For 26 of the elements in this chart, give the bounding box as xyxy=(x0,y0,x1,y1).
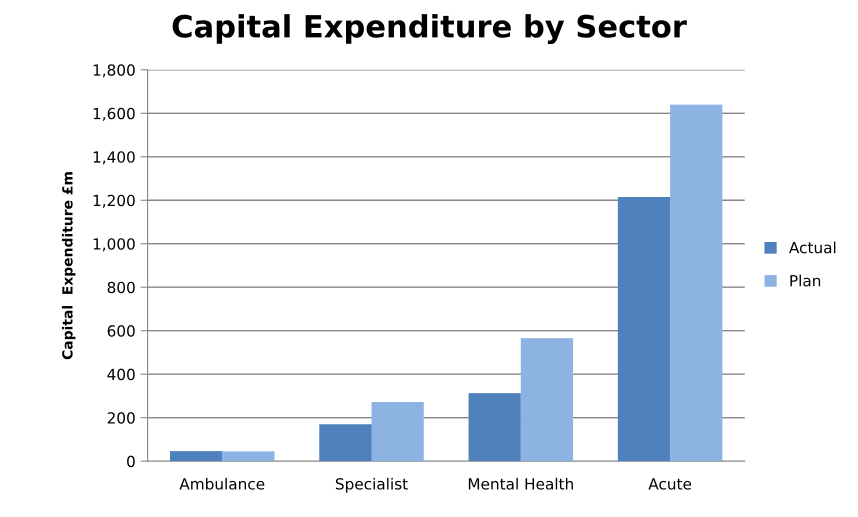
y-tick-label: 800 xyxy=(108,282,135,294)
x-tick-label: Specialist xyxy=(336,478,408,493)
legend-label: Plan xyxy=(790,274,820,286)
bar xyxy=(170,451,222,462)
y-tick-label: 1,400 xyxy=(94,151,135,164)
bar xyxy=(372,402,424,462)
chart-title: Capital Expenditure by Sector xyxy=(172,14,687,44)
bar xyxy=(520,338,574,462)
y-tick-label: 1,000 xyxy=(94,238,135,252)
x-tick-label: Ambulance xyxy=(179,478,264,490)
bar xyxy=(319,424,372,462)
bar xyxy=(618,196,670,462)
y-tick-label: 200 xyxy=(108,412,135,424)
y-axis-title: Capital Expenditure £m xyxy=(62,172,76,360)
y-tick-label: 1,800 xyxy=(94,64,135,78)
bar xyxy=(468,393,521,462)
bar xyxy=(222,451,274,462)
y-tick-label: 0 xyxy=(127,456,135,468)
legend-label: Actual xyxy=(789,242,836,254)
x-tick-label: Mental Health xyxy=(468,478,573,490)
x-tick-label: Acute xyxy=(648,478,692,490)
y-tick-label: 600 xyxy=(108,325,135,337)
y-tick-label: 1,600 xyxy=(94,108,135,121)
y-tick-label: 1,200 xyxy=(94,194,135,208)
bar xyxy=(670,104,722,462)
y-tick-label: 400 xyxy=(107,368,135,380)
